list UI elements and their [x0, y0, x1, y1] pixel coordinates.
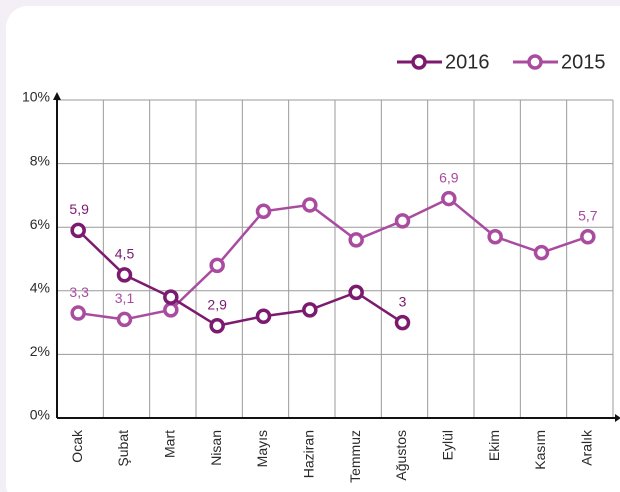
y-tick-label: 6%	[30, 216, 50, 232]
series-point	[487, 228, 503, 245]
data-label: 6,9	[439, 169, 459, 185]
data-label: 3	[399, 293, 407, 309]
x-tick-label: Mayıs	[254, 430, 270, 467]
data-label: 3,1	[115, 290, 135, 306]
series-point	[70, 305, 86, 321]
y-tick-label: 0%	[30, 407, 50, 423]
series-point	[163, 289, 179, 305]
series-point	[394, 314, 411, 331]
x-tick-label: Nisan	[208, 430, 224, 466]
data-label: 5,9	[69, 201, 89, 217]
data-label: 3,3	[69, 284, 89, 300]
series-point	[209, 257, 225, 274]
series-line	[77, 229, 404, 328]
x-tick-label: Eylül	[440, 430, 456, 460]
x-tick-label: Kasım	[532, 430, 548, 470]
y-tick-label: 4%	[30, 280, 50, 296]
series-point	[302, 302, 318, 318]
x-tick-label: Ocak	[69, 429, 85, 463]
x-tick-label: Ekim	[486, 430, 502, 461]
y-axis-arrow	[53, 92, 61, 100]
series-point	[348, 284, 364, 301]
legend-label: 2016	[445, 51, 490, 73]
series-line	[77, 197, 589, 321]
y-tick-label: 2%	[30, 343, 50, 359]
y-tick-label: 10%	[22, 89, 50, 105]
series-point	[348, 232, 364, 248]
x-tick-label: Temmuz	[347, 430, 363, 483]
series-point	[163, 302, 179, 318]
series-point	[70, 222, 86, 239]
legend-label: 2015	[561, 51, 606, 73]
series-point	[580, 228, 596, 245]
series-point	[533, 244, 550, 261]
x-tick-label: Şubat	[115, 430, 131, 467]
series-point	[255, 308, 272, 324]
series-point	[116, 311, 133, 328]
data-label: 5,7	[578, 207, 598, 223]
series-point	[209, 318, 225, 334]
panel	[6, 6, 620, 492]
x-tick-label: Ağustos	[393, 430, 409, 481]
legend-marker	[527, 54, 543, 70]
series-point	[116, 267, 133, 283]
series-point	[394, 213, 411, 229]
x-tick-label: Aralık	[579, 429, 595, 466]
series-point	[255, 203, 272, 220]
series-point	[441, 190, 457, 207]
data-label: 4,5	[115, 246, 135, 262]
series-point	[302, 197, 318, 213]
x-axis-arrow	[615, 414, 620, 422]
x-tick-label: Mart	[162, 430, 178, 458]
y-tick-label: 8%	[30, 152, 50, 168]
data-label: 2,9	[207, 296, 227, 312]
x-tick-label: Haziran	[301, 430, 317, 478]
legend-marker	[411, 54, 427, 70]
